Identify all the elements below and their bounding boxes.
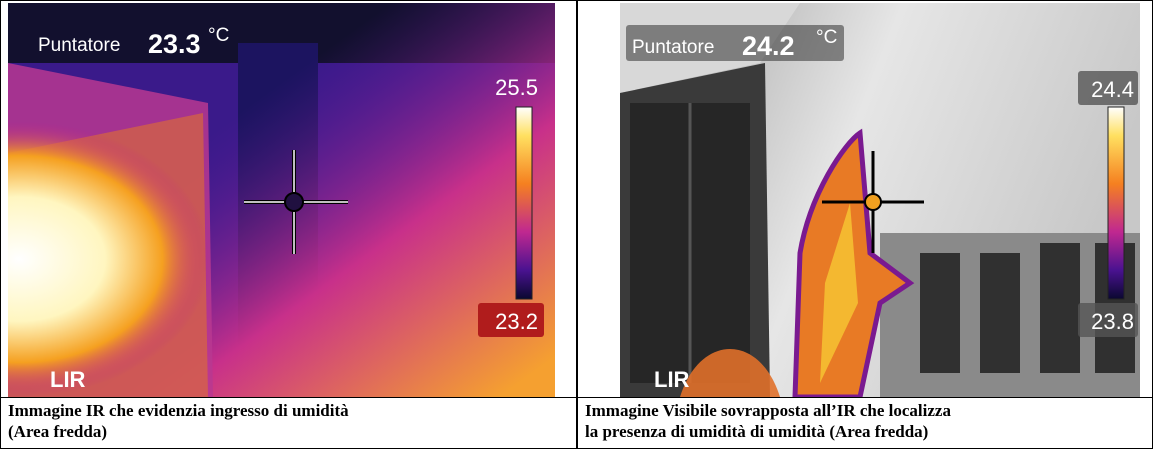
caption-line: Immagine Visibile sovrapposta all’IR che… bbox=[585, 400, 951, 421]
color-scale bbox=[1108, 107, 1124, 299]
color-scale bbox=[516, 107, 532, 299]
logo: LIR bbox=[50, 367, 86, 392]
scale-min: 23.8 bbox=[1091, 309, 1134, 334]
caption-line: Immagine IR che evidenzia ingresso di um… bbox=[8, 400, 349, 421]
unit: °C bbox=[816, 27, 837, 48]
pointer-label: Puntatore bbox=[632, 37, 714, 58]
ir-image: Puntatore 23.3 °C 25.5 23.2 LIR bbox=[8, 3, 555, 397]
table-border bbox=[576, 0, 578, 449]
crosshair-center bbox=[865, 194, 881, 210]
crosshair-center bbox=[285, 193, 303, 211]
pointer-value: 24.2 bbox=[742, 31, 795, 61]
scale-max: 25.5 bbox=[495, 75, 538, 100]
unit: °C bbox=[208, 25, 229, 46]
scale-min: 23.2 bbox=[495, 309, 538, 334]
table-border bbox=[0, 397, 1153, 398]
scale-max: 24.4 bbox=[1091, 77, 1134, 102]
pointer-value: 23.3 bbox=[148, 29, 201, 59]
caption: Immagine IR che evidenzia ingresso di um… bbox=[8, 400, 349, 442]
caption-line: (Area fredda) bbox=[8, 421, 349, 442]
overlay-image: Puntatore 24.2 °C 24.4 23.8 LIR bbox=[620, 3, 1140, 397]
logo: LIR bbox=[654, 367, 690, 392]
page: Puntatore 23.3 °C 25.5 23.2 LIR bbox=[0, 0, 1153, 449]
caption: Immagine Visibile sovrapposta all’IR che… bbox=[585, 400, 951, 442]
pointer-label: Puntatore bbox=[38, 35, 120, 56]
table-border bbox=[0, 0, 1, 449]
caption-line: la presenza di umidità di umidità (Area … bbox=[585, 421, 951, 442]
